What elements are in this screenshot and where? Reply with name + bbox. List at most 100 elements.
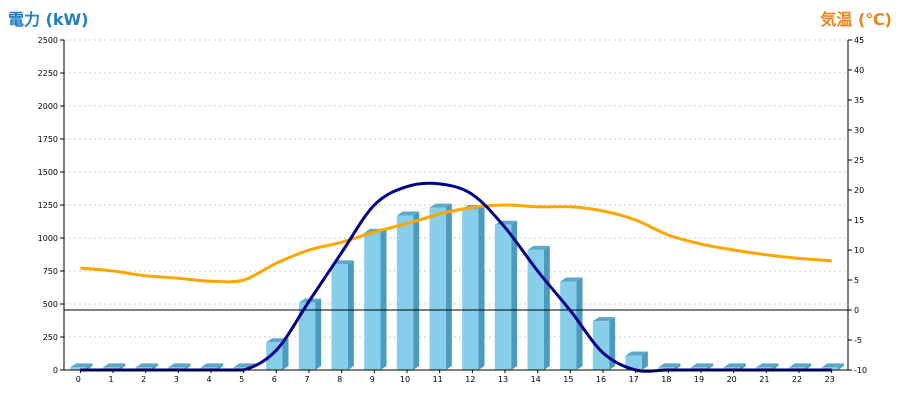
- bar: [429, 207, 446, 370]
- x-tick-label: 6: [272, 375, 277, 384]
- bar-top: [723, 363, 746, 368]
- bar-side: [282, 338, 289, 370]
- bar: [560, 281, 577, 370]
- right-tick-label: 45: [854, 36, 864, 45]
- x-tick-label: 9: [370, 375, 375, 384]
- bar-side: [641, 351, 648, 370]
- bar-side: [217, 363, 224, 370]
- bar-side: [347, 260, 354, 370]
- bar: [70, 367, 87, 370]
- bar-side: [511, 220, 518, 370]
- temperature-line: [80, 203, 832, 284]
- left-tick-label: 1750: [38, 135, 58, 144]
- bar-top: [821, 363, 844, 368]
- x-tick-label: 17: [629, 375, 639, 384]
- bar-top: [560, 277, 583, 282]
- bar-side: [478, 204, 485, 370]
- x-tick-label: 23: [825, 375, 835, 384]
- left-tick-label: 0: [53, 366, 58, 375]
- x-tick-label: 20: [727, 375, 737, 384]
- left-tick-label: 750: [43, 267, 58, 276]
- x-tick-label: 1: [108, 375, 113, 384]
- x-tick-label: 8: [337, 375, 342, 384]
- left-tick-label: 500: [43, 300, 58, 309]
- left-tick-label: 2250: [38, 69, 58, 78]
- bar-side: [772, 363, 779, 370]
- right-tick-label: 0: [854, 306, 859, 315]
- left-tick-label: 2000: [38, 102, 58, 111]
- right-tick-label: 30: [854, 126, 864, 135]
- right-tick-label: 15: [854, 216, 864, 225]
- right-tick-label: 40: [854, 66, 864, 75]
- bar-side: [184, 363, 191, 370]
- right-tick-label: 35: [854, 96, 864, 105]
- x-tick-label: 18: [661, 375, 671, 384]
- x-tick-label: 21: [759, 375, 769, 384]
- right-tick-label: -5: [854, 336, 862, 345]
- x-tick-label: 22: [792, 375, 802, 384]
- bar-side: [86, 363, 93, 370]
- bar-side: [380, 228, 387, 370]
- bar-top: [527, 245, 550, 250]
- x-tick-label: 11: [433, 375, 443, 384]
- bar-top: [135, 363, 158, 368]
- bar: [592, 321, 610, 370]
- bar: [331, 264, 348, 370]
- bar-top: [168, 363, 191, 368]
- bar-top: [102, 363, 126, 368]
- x-tick-label: 12: [465, 375, 475, 384]
- x-tick-label: 4: [206, 375, 211, 384]
- left-tick-label: 1250: [38, 201, 58, 210]
- bar-side: [674, 363, 681, 370]
- right-tick-label: 10: [854, 246, 864, 255]
- x-tick-label: 2: [141, 375, 146, 384]
- x-tick-label: 13: [498, 375, 508, 384]
- bar-top: [658, 363, 681, 368]
- x-tick-label: 0: [76, 375, 81, 384]
- bar-side: [739, 363, 746, 370]
- bar-top: [690, 363, 714, 368]
- x-tick-label: 10: [400, 375, 410, 384]
- bar-top: [788, 363, 812, 368]
- bar-top: [756, 363, 779, 368]
- bar-top: [429, 203, 452, 208]
- bar-side: [543, 245, 550, 370]
- bar: [396, 215, 414, 370]
- bar-side: [413, 211, 420, 370]
- bar: [494, 224, 512, 370]
- right-axis-title: 気温 (℃): [820, 10, 892, 29]
- bar-side: [609, 317, 616, 370]
- bar-top: [70, 363, 93, 368]
- bar-top: [396, 211, 420, 216]
- x-tick-label: 5: [239, 375, 244, 384]
- x-tick-label: 15: [563, 375, 573, 384]
- bar: [298, 302, 316, 370]
- left-tick-label: 1000: [38, 234, 58, 243]
- x-tick-label: 3: [174, 375, 179, 384]
- bar: [462, 208, 479, 370]
- right-tick-label: 20: [854, 186, 864, 195]
- bar-top: [200, 363, 224, 368]
- bar: [364, 232, 381, 370]
- bar-side: [445, 203, 452, 370]
- left-axis-title: 電力 (kW): [8, 10, 89, 29]
- bar-side: [837, 363, 844, 370]
- bar-top: [625, 351, 648, 356]
- right-tick-label: -10: [854, 366, 867, 375]
- left-tick-label: 2500: [38, 36, 58, 45]
- x-tick-label: 16: [596, 375, 606, 384]
- bar-top: [592, 317, 616, 322]
- x-tick-label: 14: [531, 375, 541, 384]
- bar-side: [707, 363, 714, 370]
- bar-side: [315, 298, 322, 370]
- right-tick-label: 5: [854, 276, 859, 285]
- left-tick-label: 250: [43, 333, 58, 342]
- bar: [625, 355, 642, 370]
- bar-side: [119, 363, 126, 370]
- x-tick-label: 7: [304, 375, 309, 384]
- right-tick-label: 25: [854, 156, 864, 165]
- bar-side: [151, 363, 158, 370]
- left-tick-label: 1500: [38, 168, 58, 177]
